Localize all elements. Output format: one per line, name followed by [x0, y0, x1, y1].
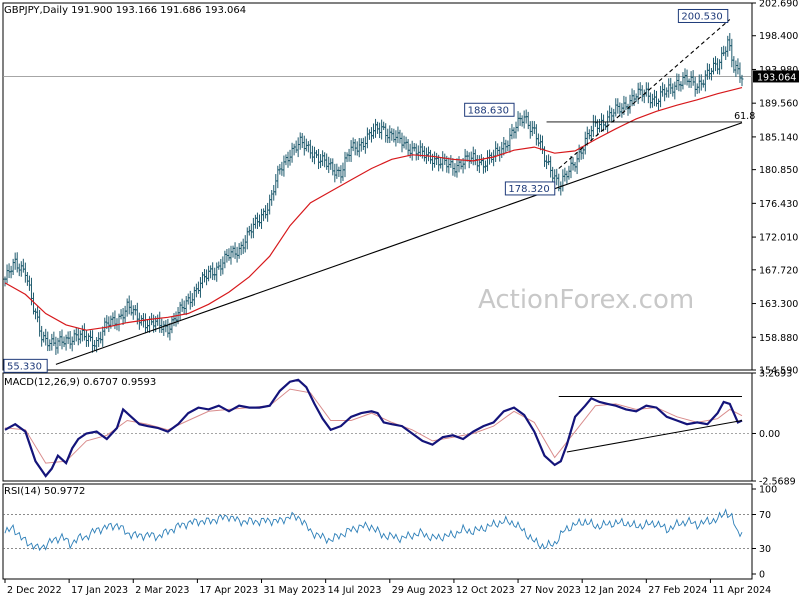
support-trend-line: [55, 122, 743, 365]
price-tick-label: 185.140: [759, 132, 798, 143]
date-tick-label: 17 Apr 2023: [199, 585, 258, 596]
current-price-tag: [753, 70, 799, 83]
date-tick-label: 14 Jul 2023: [328, 585, 382, 596]
price-callout-box: [464, 102, 515, 117]
date-tick-label: 27 Nov 2023: [520, 585, 581, 596]
rsi-tick-label: 100: [759, 485, 777, 496]
date-tick-label: 29 Aug 2023: [392, 585, 453, 596]
price-callout-box: [504, 181, 556, 196]
macd-main-line: [4, 378, 743, 478]
rsi-tick-label: 30: [759, 544, 771, 555]
dashed-trend-line: [558, 19, 731, 169]
price-header: GBPJPY,Daily 191.900 193.166 191.686 193…: [4, 5, 246, 16]
macd-tick-label: 3.2693: [759, 369, 792, 380]
price-callout-label: 178.320: [508, 184, 549, 195]
date-tick-label: 31 May 2023: [264, 585, 326, 596]
current-price-label: 193.064: [757, 72, 796, 83]
price-tick-label: 180.850: [759, 165, 798, 176]
watermark: ActionForex.com: [478, 285, 694, 315]
price-tick-label: 167.720: [759, 265, 798, 276]
rsi-panel: 100 70 30 0: [3, 485, 777, 581]
panel-frames: [2, 2, 753, 580]
price-tick-label: 176.430: [759, 199, 798, 210]
date-tick-label: 2 Mar 2023: [135, 585, 189, 596]
price-tick-label: 172.010: [759, 233, 798, 244]
price-tick-label: 189.560: [759, 99, 798, 110]
macd-tick-label: 0.00: [759, 429, 780, 440]
ohlc-bar: [740, 74, 744, 87]
macd-tick-label: -2.5689: [759, 477, 796, 488]
price-tick-label: 163.300: [759, 299, 798, 310]
price-callout-label: 55.330: [7, 361, 42, 372]
date-tick-label: 11 Apr 2024: [712, 585, 771, 596]
macd-panel: 3.2693 0.00 -2.5689: [3, 369, 796, 488]
moving-average-line: [4, 87, 743, 331]
price-tick-label: 154.590: [759, 366, 798, 377]
price-tick-label: 158.880: [759, 333, 798, 344]
date-tick-label: 12 Jan 2024: [584, 585, 641, 596]
price-callout-box: [3, 358, 48, 373]
rsi-tick-label: 70: [759, 510, 771, 521]
date-tick-label: 27 Feb 2024: [648, 585, 707, 596]
rsi-tick-label: 0: [759, 570, 765, 581]
price-panel: 202.690198.400193.980189.560185.140180.8…: [3, 0, 799, 377]
date-tick-label: 2 Dec 2022: [7, 585, 62, 596]
price-callout-box: [677, 8, 729, 23]
price-frame: [2, 2, 753, 371]
rsi-frame: [2, 483, 753, 580]
price-tick-label: 198.400: [759, 31, 798, 42]
date-tick-label: 12 Oct 2023: [456, 585, 515, 596]
rsi-line: [4, 508, 743, 552]
date-tick-label: 17 Jan 2023: [71, 585, 128, 596]
price-callout-label: 188.630: [468, 105, 509, 116]
rsi-header: RSI(14) 50.9772: [4, 486, 85, 497]
fib-label: 61.8: [734, 111, 755, 122]
price-callout-label: 200.530: [681, 11, 722, 22]
price-tick-label: 202.690: [759, 0, 798, 10]
macd-header: MACD(12,26,9) 0.6707 0.9593: [4, 377, 156, 388]
date-axis: 2 Dec 2022 17 Jan 2023 2 Mar 2023 17 Apr 20…: [4, 579, 771, 596]
macd-frame: [2, 372, 753, 482]
macd-trend-line: [566, 420, 743, 453]
